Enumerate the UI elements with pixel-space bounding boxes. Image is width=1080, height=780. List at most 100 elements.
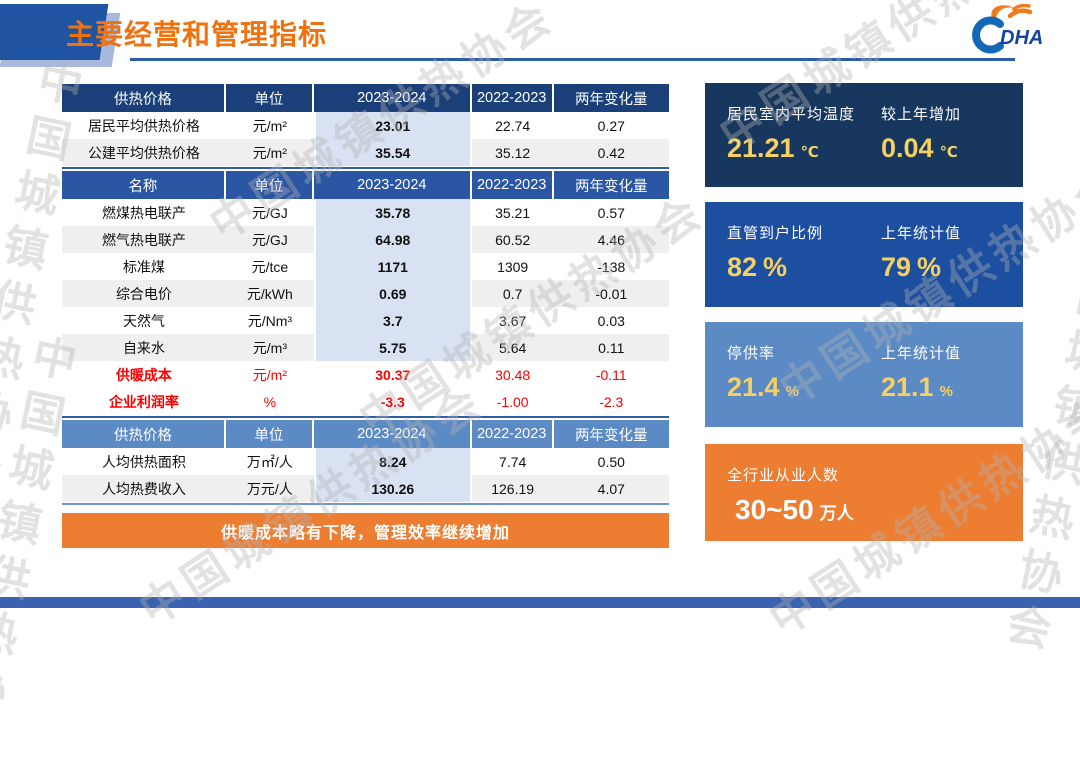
stat-unit: % [917, 252, 942, 282]
table-row: 居民平均供热价格 元/m² 23.01 22.74 0.27 [62, 112, 669, 139]
row-value-previous: 1309 [497, 258, 529, 275]
column-header: 2023-2024 [313, 420, 472, 448]
row-label: 天然气 [122, 312, 165, 329]
row-value-delta: 0.57 [597, 204, 625, 221]
row-label: 公建平均供热价格 [62, 139, 226, 166]
stat-value-row: 82% [727, 252, 823, 283]
table-row: 天然气 元/Nm³ 3.7 3.67 0.03 [62, 307, 669, 334]
table-row: 公建平均供热价格 元/m² 35.54 35.12 0.42 [62, 139, 669, 166]
column-header: 两年变化量 [553, 84, 669, 112]
row-unit: 元/m² [225, 139, 314, 166]
table-row: 人均供热面积 万㎡/人 8.24 7.74 0.50 [62, 448, 669, 475]
row-unit: 万㎡/人 [246, 453, 293, 470]
row-value-previous: 5.64 [471, 334, 554, 361]
column-header: 2022-2023 [471, 420, 554, 448]
title-underline [130, 58, 1015, 61]
row-value-delta: -0.11 [553, 361, 669, 388]
stat-label: 全行业从业人数 [727, 467, 840, 484]
row-unit: 元/GJ [225, 226, 314, 253]
table-header-row: 名称 单位 2023-2024 2022-2023 两年变化量 [62, 171, 669, 199]
row-unit: 万元/人 [225, 475, 314, 502]
column-header: 2022-2023 [471, 84, 554, 112]
stat-card-supply-stoppage-rate: 停供率 21.4% 上年统计值 21.1% [705, 322, 1023, 427]
stat-item: 全行业从业人数 30~50 万人 [727, 444, 854, 526]
stat-value-row: 0.04 ℃ [881, 133, 961, 164]
row-value-current: 1171 [313, 253, 472, 280]
row-value-delta: -2.3 [553, 388, 669, 415]
row-value-current: 5.75 [313, 334, 472, 361]
row-label: 燃气热电联产 [62, 226, 226, 253]
row-value-previous: 60.52 [471, 226, 554, 253]
stat-value: 79 [881, 252, 912, 282]
row-value-delta: 0.11 [553, 334, 669, 361]
row-value-delta: 4.07 [553, 475, 669, 502]
row-unit: 元/m² [225, 361, 314, 388]
row-unit: 元/m² [252, 117, 287, 134]
heating-price-table: 供热价格 单位 2023-2024 2022-2023 两年变化量 居民平均供热价格 元/m… [62, 84, 669, 166]
stat-unit: 万人 [819, 504, 854, 523]
stat-value: 21.1 [881, 372, 934, 402]
stat-item: 较上年增加 0.04 ℃ [881, 83, 961, 164]
row-unit: 元/Nm³ [247, 312, 293, 329]
column-header: 2022-2023 [471, 171, 554, 199]
row-value-previous: 30.48 [471, 361, 554, 388]
column-header: 两年变化量 [553, 420, 669, 448]
stat-label: 较上年增加 [881, 106, 962, 123]
column-header: 供热价格 [62, 84, 226, 112]
stat-label: 居民室内平均温度 [727, 106, 856, 123]
row-value-current: 0.69 [313, 280, 472, 307]
stat-value-row: 21.4% [727, 372, 799, 403]
page-title: 主要经营和管理指标 [66, 19, 328, 50]
logo-text: DHA [1000, 27, 1043, 49]
stat-label: 上年统计值 [881, 225, 962, 242]
row-value-current: 130.26 [313, 475, 472, 502]
column-header: 单位 [225, 171, 314, 199]
stat-unit: ℃ [939, 144, 958, 161]
table-row: 燃气热电联产 元/GJ 64.98 60.52 4.46 [62, 226, 669, 253]
stat-value-row: 79% [881, 252, 961, 283]
row-value-delta: 4.46 [553, 226, 669, 253]
per-capita-table: 供热价格 单位 2023-2024 2022-2023 两年变化量 人均供热面积 万㎡/人 8… [62, 420, 669, 502]
row-value-previous: 126.19 [471, 475, 554, 502]
stat-value-row: 21.1% [881, 372, 961, 403]
stat-card-industry-employees: 全行业从业人数 30~50 万人 [705, 444, 1023, 541]
table-header-row: 供热价格 单位 2023-2024 2022-2023 两年变化量 [62, 420, 669, 448]
metrics-tables: 供热价格 单位 2023-2024 2022-2023 两年变化量 居民平均供热价格 元/m… [62, 84, 669, 548]
row-label: 人均热费收入 [62, 475, 226, 502]
row-label: 人均供热面积 [101, 453, 186, 470]
row-value-delta: -138 [597, 258, 626, 275]
row-value-delta: -0.01 [553, 280, 669, 307]
row-value-delta: 0.42 [553, 139, 669, 166]
cdha-logo: DHA [958, 3, 1070, 58]
row-value-previous: 35.12 [471, 139, 554, 166]
row-value-delta: 0.50 [597, 453, 625, 470]
row-unit: 元/tce [251, 258, 289, 275]
stat-card-indoor-temperature: 居民室内平均温度 21.21 ℃ 较上年增加 0.04 ℃ [705, 83, 1023, 187]
row-unit: % [225, 388, 314, 415]
row-unit: 元/kWh [225, 280, 314, 307]
table-row: 人均热费收入 万元/人 130.26 126.19 4.07 [62, 475, 669, 502]
row-value-current: 35.78 [313, 199, 472, 226]
row-label: 标准煤 [122, 258, 165, 275]
row-value-current: 30.37 [313, 361, 472, 388]
row-value-current: 3.7 [313, 307, 472, 334]
row-label: 自来水 [62, 334, 226, 361]
row-value-previous: 22.74 [495, 117, 531, 134]
stat-value-row: 30~50 万人 [727, 494, 854, 526]
cdha-logo-icon: DHA [972, 3, 1043, 54]
stat-item: 上年统计值 21.1% [881, 322, 961, 403]
column-header: 名称 [62, 171, 226, 199]
stat-label: 上年统计值 [881, 345, 962, 362]
stat-unit: % [785, 383, 799, 400]
stat-value-row: 21.21 ℃ [727, 133, 855, 164]
stat-unit: ℃ [800, 144, 819, 161]
stat-item: 直管到户比例 82% [727, 202, 823, 283]
row-unit: 元/GJ [251, 204, 288, 221]
section-divider [62, 167, 669, 169]
row-value-previous: 3.67 [499, 312, 527, 329]
summary-note-bar: 供暖成本略有下降，管理效率继续增加 [62, 513, 669, 548]
row-label: 企业利润率 [62, 388, 226, 415]
stat-card-direct-supply-ratio: 直管到户比例 82% 上年统计值 79% [705, 202, 1023, 307]
table-row: 燃煤热电联产 元/GJ 35.78 35.21 0.57 [62, 199, 669, 226]
